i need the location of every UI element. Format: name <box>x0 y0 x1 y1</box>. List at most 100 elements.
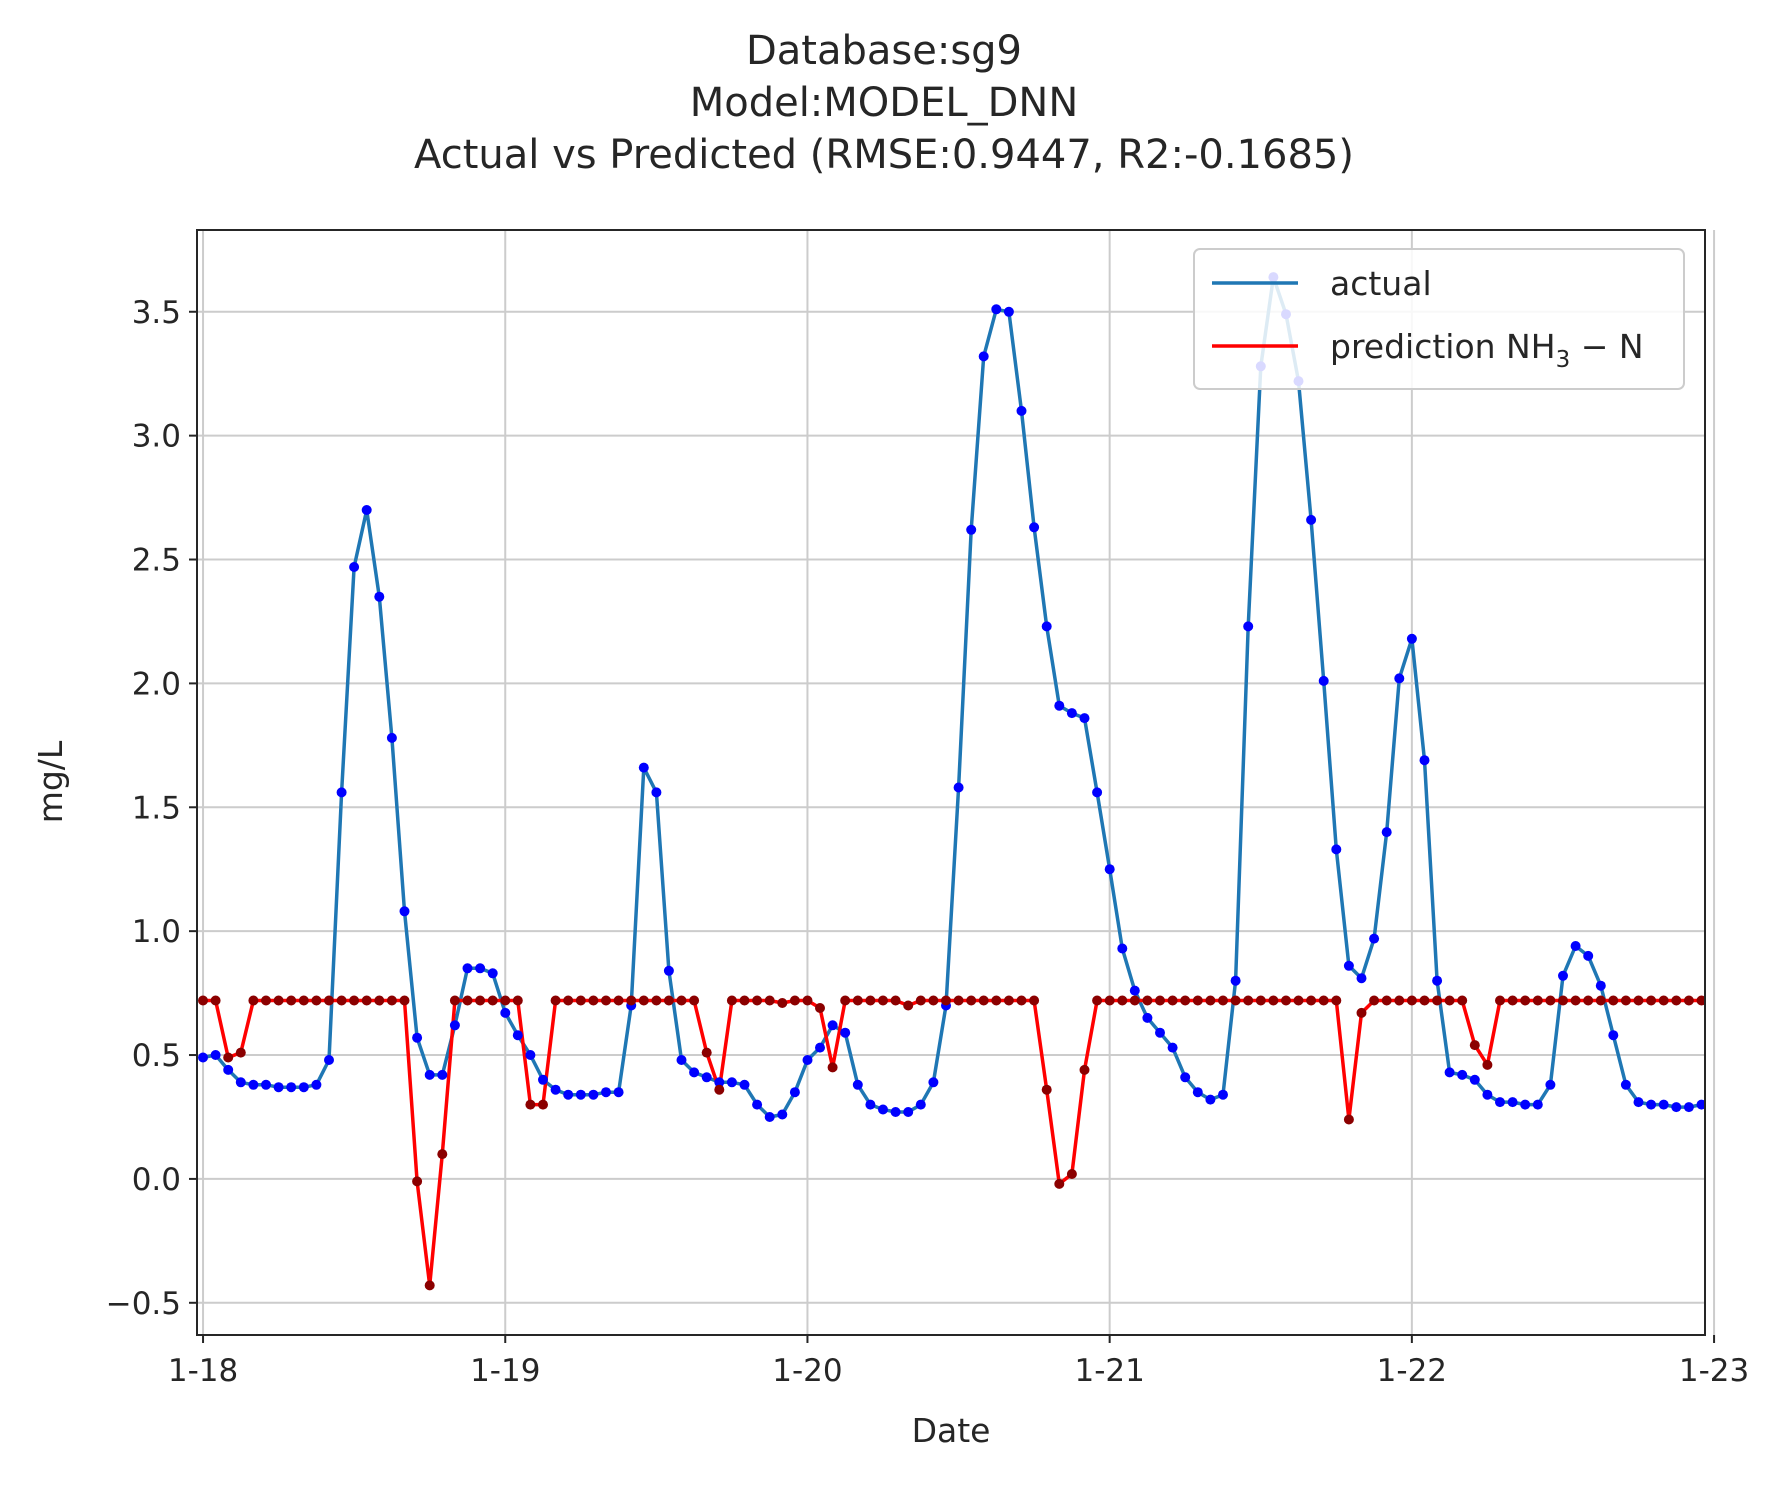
data-point-actual <box>1595 980 1606 991</box>
data-point-actual <box>1129 985 1140 996</box>
data-point-actual <box>1092 787 1103 798</box>
data-point-actual <box>613 1087 624 1098</box>
x-tick-label: 1-18 <box>168 1353 238 1389</box>
data-point-actual <box>1205 1094 1216 1105</box>
data-point-prediction <box>1507 995 1518 1006</box>
data-point-prediction <box>1066 1169 1077 1179</box>
data-point-prediction <box>1570 995 1581 1006</box>
data-point-prediction <box>752 995 763 1006</box>
data-point-prediction <box>1192 995 1203 1006</box>
data-point-prediction <box>487 995 498 1006</box>
data-point-prediction <box>311 995 322 1006</box>
data-point-prediction <box>1142 995 1153 1006</box>
y-tick-label: 3.0 <box>132 419 181 455</box>
data-point-actual <box>1029 522 1040 533</box>
data-point-actual <box>1532 1099 1543 1110</box>
data-point-prediction <box>1646 995 1657 1006</box>
data-point-actual <box>399 906 410 917</box>
data-point-actual <box>210 1050 221 1060</box>
data-point-actual <box>1507 1097 1518 1108</box>
data-point-actual <box>1243 621 1254 632</box>
data-point-actual <box>815 1042 825 1053</box>
data-point-actual <box>890 1107 901 1117</box>
data-point-actual <box>1003 306 1014 317</box>
data-point-actual <box>739 1079 750 1090</box>
data-point-prediction <box>714 1084 725 1095</box>
data-point-actual <box>777 1109 788 1120</box>
data-point-prediction <box>638 995 649 1006</box>
data-point-prediction <box>1369 995 1380 1006</box>
data-point-actual <box>1142 1012 1153 1023</box>
y-tick-label: 0.0 <box>132 1162 181 1198</box>
data-point-prediction <box>1205 995 1216 1006</box>
data-point-actual <box>1696 1099 1705 1110</box>
data-point-prediction <box>1482 1059 1493 1070</box>
data-point-prediction <box>1444 995 1455 1006</box>
data-point-prediction <box>953 995 964 1006</box>
data-point-prediction <box>261 995 271 1006</box>
data-point-prediction <box>1343 1114 1354 1125</box>
data-point-prediction <box>789 995 800 1006</box>
data-point-actual <box>991 304 1002 315</box>
data-point-prediction <box>1293 995 1304 1006</box>
data-point-actual <box>386 732 397 743</box>
data-point-actual <box>1394 673 1405 684</box>
data-point-actual <box>651 787 662 798</box>
data-point-prediction <box>538 1099 548 1110</box>
data-point-actual <box>601 1087 611 1098</box>
y-tick-label: 0.5 <box>132 1038 181 1074</box>
data-point-actual <box>198 1052 208 1063</box>
data-point-actual <box>575 1089 586 1100</box>
legend-label-prediction: prediction NH3 − N <box>1330 327 1644 373</box>
legend: actual prediction NH3 − N <box>1193 248 1685 390</box>
data-point-prediction <box>512 995 523 1006</box>
data-point-prediction <box>1406 995 1417 1006</box>
data-point-prediction <box>1041 1084 1052 1095</box>
data-point-prediction <box>298 995 309 1006</box>
data-point-actual <box>449 1020 460 1031</box>
data-point-actual <box>512 1030 523 1041</box>
legend-label-actual: actual <box>1330 264 1432 303</box>
data-point-actual <box>298 1082 309 1093</box>
data-point-actual <box>1457 1069 1468 1080</box>
data-point-actual <box>424 1069 435 1080</box>
data-point-prediction <box>475 995 486 1006</box>
data-point-prediction <box>815 1003 825 1013</box>
data-point-prediction <box>1545 995 1556 1006</box>
data-point-prediction <box>1281 995 1291 1006</box>
x-axis-label: Date <box>912 1411 991 1450</box>
data-point-actual <box>1318 675 1329 686</box>
data-point-prediction <box>399 995 410 1006</box>
data-point-prediction <box>928 995 939 1006</box>
data-point-actual <box>915 1099 926 1110</box>
data-point-actual <box>1683 1102 1694 1113</box>
data-point-prediction <box>412 1176 423 1187</box>
y-tick-label: 1.5 <box>132 790 181 826</box>
data-point-actual <box>802 1055 813 1065</box>
data-point-prediction <box>890 995 901 1006</box>
data-point-actual <box>1306 514 1317 525</box>
data-point-prediction <box>550 995 561 1006</box>
data-point-prediction <box>991 995 1002 1006</box>
data-point-actual <box>789 1087 800 1098</box>
data-point-actual <box>349 562 360 572</box>
data-point-prediction <box>903 1000 914 1011</box>
data-point-prediction <box>1608 995 1619 1006</box>
data-point-actual <box>588 1089 599 1100</box>
data-point-prediction <box>449 995 460 1006</box>
y-tick-label: 2.0 <box>132 666 181 702</box>
data-point-actual <box>311 1079 322 1090</box>
x-tick-label: 1-21 <box>1074 1353 1144 1389</box>
data-point-actual <box>840 1027 851 1038</box>
x-tick-label: 1-23 <box>1679 1353 1749 1389</box>
data-point-prediction <box>1620 995 1631 1006</box>
data-point-actual <box>1671 1102 1682 1113</box>
data-point-actual <box>1444 1067 1455 1078</box>
data-point-actual <box>223 1064 234 1075</box>
data-point-prediction <box>588 995 599 1006</box>
data-point-prediction <box>840 995 851 1006</box>
data-point-actual <box>1192 1087 1203 1098</box>
y-tick-label: 2.5 <box>132 543 181 579</box>
data-point-prediction <box>1230 995 1241 1006</box>
data-point-prediction <box>525 1099 536 1110</box>
